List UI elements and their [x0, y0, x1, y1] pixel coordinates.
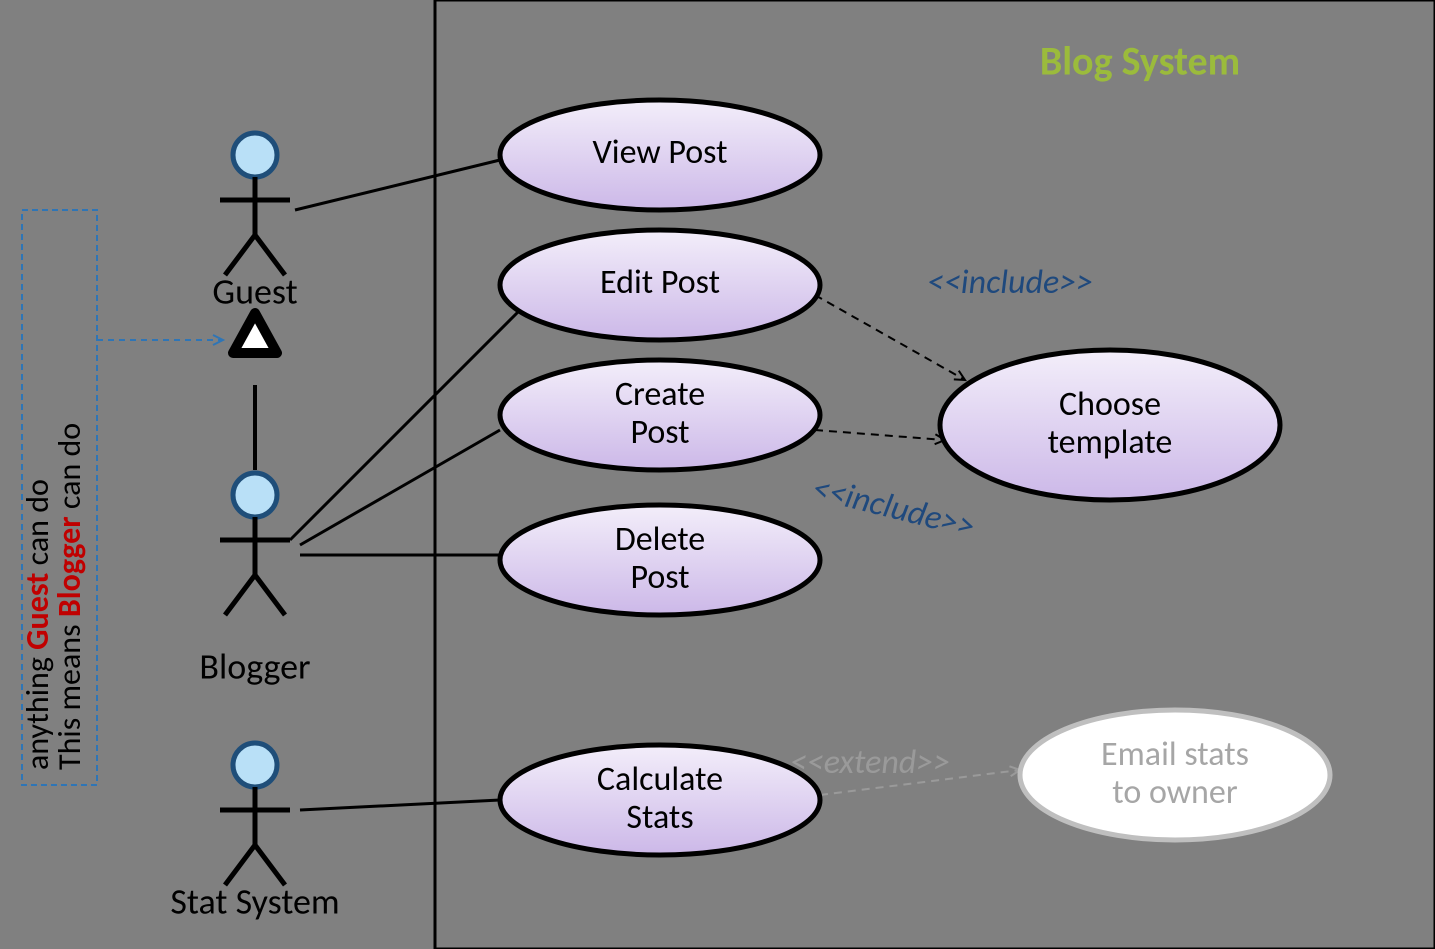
usecase-chooseTpl: Choosetemplate: [940, 350, 1280, 500]
svg-text:Choose: Choose: [1059, 384, 1161, 425]
include-label-0: <<include>>: [927, 262, 1093, 303]
actor-label-blogger: Blogger: [199, 645, 310, 689]
svg-text:anything Guest can do: anything Guest can do: [18, 479, 57, 770]
actor-label-stat: Stat System: [170, 880, 339, 924]
usecase-editPost: Edit Post: [500, 230, 820, 340]
svg-text:Calculate: Calculate: [597, 759, 723, 800]
svg-text:template: template: [1048, 422, 1173, 463]
usecase-viewPost: View Post: [500, 100, 820, 210]
system-label: Blog System: [1040, 37, 1240, 86]
svg-text:Create: Create: [615, 374, 705, 415]
usecase-createPost: CreatePost: [500, 360, 820, 470]
svg-text:Delete: Delete: [615, 519, 705, 560]
actor-label-guest: Guest: [212, 270, 297, 314]
usecase-deletePost: DeletePost: [500, 505, 820, 615]
svg-text:Post: Post: [630, 557, 689, 598]
svg-text:<<include>>: <<include>>: [927, 262, 1093, 303]
svg-text:Email stats: Email stats: [1101, 734, 1249, 775]
usecase-emailStats: Email statsto owner: [1020, 710, 1330, 840]
svg-text:Edit Post: Edit Post: [600, 262, 720, 303]
usecase-calcStats: CalculateStats: [500, 745, 820, 855]
svg-text:Post: Post: [630, 412, 689, 453]
svg-text:to owner: to owner: [1112, 772, 1238, 813]
svg-text:Stats: Stats: [626, 797, 693, 838]
extend-label: <<extend>>: [790, 742, 950, 783]
svg-text:View Post: View Post: [593, 132, 728, 173]
annotation-line-1: anything Guest can do: [18, 479, 57, 770]
